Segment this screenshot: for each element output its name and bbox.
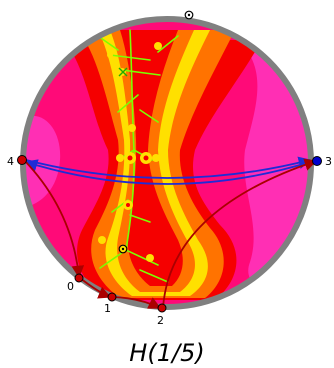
point-2	[157, 303, 167, 313]
point-0	[74, 273, 84, 283]
point-4	[17, 155, 27, 165]
red-arrow-1-to-2	[112, 296, 162, 309]
green-cross-marker	[118, 67, 128, 77]
interior-marker	[118, 244, 128, 254]
red-arrow-2-to-3	[162, 158, 318, 309]
point-label-4: 4	[7, 155, 14, 168]
point-label-3: 3	[325, 155, 332, 168]
point-3	[312, 156, 322, 166]
blue-arrow-3-to-4	[24, 159, 311, 185]
top-boundary-marker	[184, 10, 194, 20]
point-label-2: 2	[157, 314, 164, 327]
red-core	[120, 30, 183, 286]
blue-arrow-4-to-3	[25, 156, 312, 179]
pink-region-left	[23, 115, 61, 208]
point-1	[107, 292, 117, 302]
point-label-0: 0	[67, 280, 74, 293]
red-arrow-4-to-0	[23, 159, 85, 279]
point-label-1: 1	[104, 302, 111, 315]
red-dots	[126, 155, 149, 207]
caption: H(1/5)	[129, 339, 204, 367]
